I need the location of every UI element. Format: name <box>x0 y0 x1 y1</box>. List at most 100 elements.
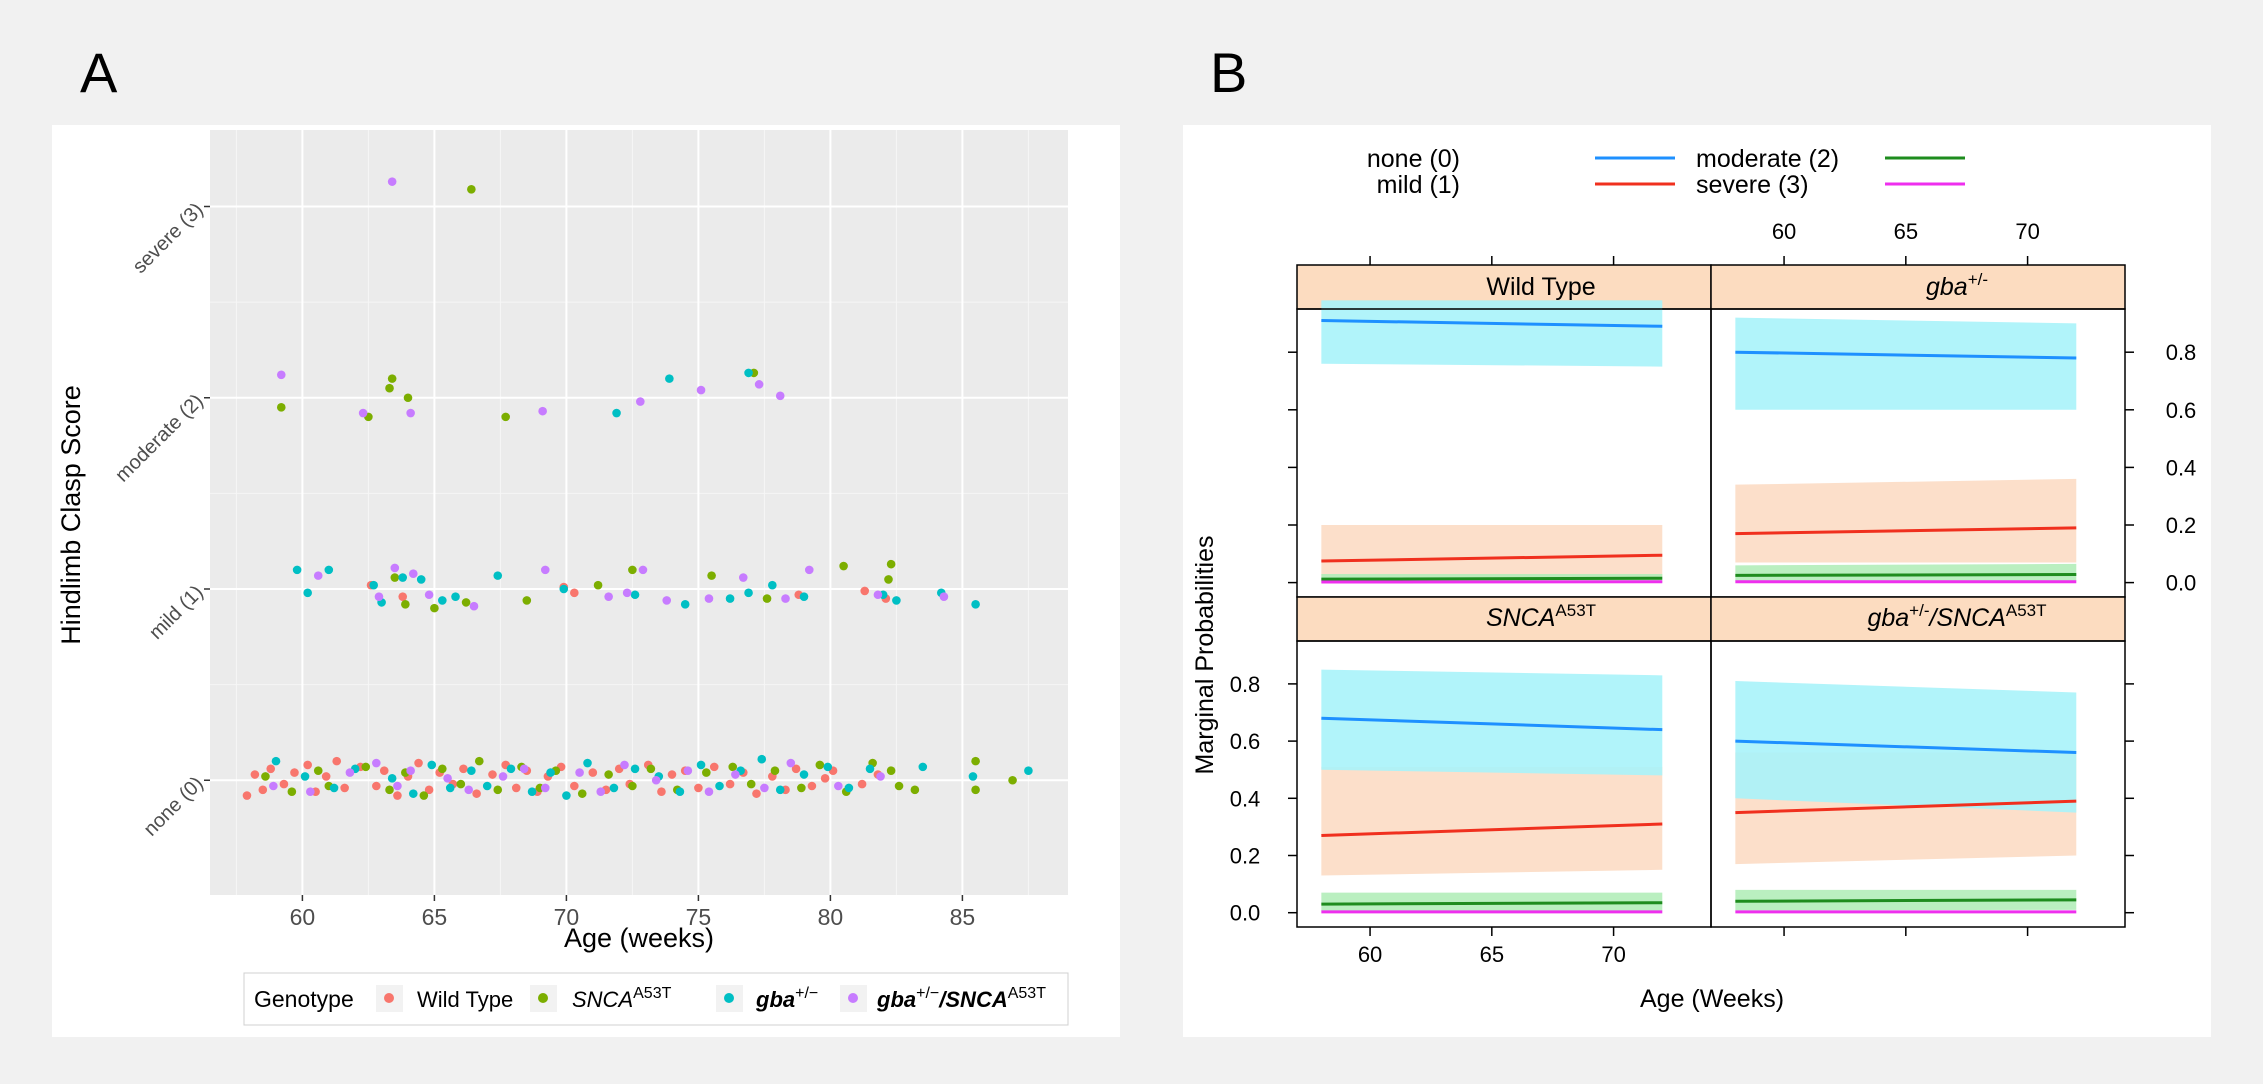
data-point-gba_snca <box>704 787 714 797</box>
data-point-wild_type <box>752 789 761 798</box>
data-point-gba_snca <box>620 760 629 770</box>
data-point-gba_snca <box>834 781 843 791</box>
data-point-snca <box>839 561 848 571</box>
data-point-gba_snca <box>786 758 796 768</box>
y-tick-label: none (0) <box>140 772 208 840</box>
legend-label-gbasnca-b: /SNCA <box>938 987 1007 1012</box>
data-point-gba_snca <box>873 590 883 600</box>
data-point-wild_type <box>570 588 579 598</box>
data-point-snca <box>390 573 400 582</box>
data-point-gba <box>329 783 339 793</box>
line-mild <box>1735 526 2077 536</box>
strip-title-gba: gba+/- <box>1926 270 1988 301</box>
data-point-gba <box>1024 766 1033 775</box>
y-tick-label: 0.0 <box>2166 571 2197 596</box>
data-point-gba <box>715 781 724 791</box>
data-point-gba <box>559 584 569 594</box>
data-point-snca <box>387 374 397 383</box>
data-point-gba <box>324 565 334 575</box>
data-point-snca <box>971 756 980 766</box>
legend: none (0) mild (1) moderate (2) severe (3… <box>1367 145 1965 199</box>
data-point-gba <box>482 781 492 791</box>
x-tick-label: 60 <box>1772 219 1796 244</box>
data-point-wild_type <box>657 787 666 797</box>
data-point-snca <box>313 766 323 775</box>
line-none <box>1321 319 1663 328</box>
data-point-snca <box>438 764 447 774</box>
x-tick-label: 70 <box>1601 942 1625 967</box>
legend: Genotype Wild Type SNCAA53T gba+/− gba+/… <box>243 972 1069 1026</box>
strip-title-gba-sup: +/- <box>1968 270 1988 289</box>
data-point-gba <box>292 565 302 575</box>
data-point-wild_type <box>588 768 598 777</box>
data-point-snca <box>707 571 716 580</box>
strip-gbasnca <box>1710 596 2126 642</box>
x-tick-label: 80 <box>818 904 844 930</box>
line-none <box>1321 716 1663 732</box>
y-tick-label: 0.8 <box>2166 340 2197 365</box>
data-point-gba_snca <box>662 596 672 605</box>
data-point-wild_type <box>725 779 735 789</box>
panel-label-b: B <box>1210 41 1248 104</box>
data-point-gba <box>493 571 503 580</box>
legend-dot-wild-type <box>384 993 394 1003</box>
data-point-gba_snca <box>683 766 693 775</box>
data-point-snca <box>702 768 711 777</box>
data-point-snca <box>474 756 484 766</box>
data-point-gba <box>844 783 854 793</box>
data-point-snca <box>728 762 738 772</box>
panel-a: 60 65 70 75 80 85 none (0) mild (1) moderate (2… <box>52 125 1120 1037</box>
data-point-gba_snca <box>374 592 384 601</box>
y-axis-title: Hindlimb Clasp Score <box>56 385 86 645</box>
data-point-gba_snca <box>306 787 315 797</box>
legend-label-gbasnca-a-sup: +/− <box>916 985 939 1002</box>
data-point-snca <box>762 594 772 603</box>
data-point-gba <box>744 588 753 598</box>
data-point-gba_snca <box>424 590 434 600</box>
data-point-gba_snca <box>638 565 648 575</box>
legend-label-none: none (0) <box>1367 145 1460 173</box>
data-point-gba_snca <box>345 768 355 777</box>
legend-label-gbasnca-b-sup: A53T <box>1008 985 1046 1002</box>
data-point-snca <box>577 789 587 798</box>
data-point-snca <box>430 603 439 613</box>
data-points <box>242 177 1033 800</box>
y-tick-label: 0.6 <box>1230 729 1261 754</box>
data-point-gba <box>744 368 753 378</box>
legend-label-mild: mild (1) <box>1377 171 1460 199</box>
gridlines <box>210 130 1068 895</box>
legend-label-gba-snca: gba+/−/SNCAA53T <box>876 985 1046 1012</box>
strip-title-wild-type: Wild Type <box>1486 273 1595 301</box>
data-point-snca <box>461 598 471 607</box>
y-tick-label: 0.8 <box>1230 672 1261 697</box>
data-point-wild_type <box>424 785 434 795</box>
legend-label-wild-type: Wild Type <box>417 987 513 1012</box>
legend-label-moderate: moderate (2) <box>1696 145 1839 173</box>
data-point-gba_snca <box>738 573 748 582</box>
data-point-wild_type <box>414 758 423 768</box>
axes: 60 65 70 60 65 70 0.0 0.0 0.2 0.2 0.4 0.4 0.6 0.6 0.8 0… <box>1230 219 2197 967</box>
data-point-gba_snca <box>538 406 547 416</box>
line-moderate <box>1735 898 2077 903</box>
data-point-wild_type <box>860 586 870 596</box>
x-axis: 60 65 70 75 80 85 <box>290 895 975 930</box>
data-point-snca <box>493 785 503 795</box>
data-point-wild_type <box>472 789 481 798</box>
data-point-wild_type <box>511 783 521 793</box>
legend-label-snca-sup: A53T <box>633 985 671 1002</box>
y-tick-label: 0.4 <box>2166 455 2197 480</box>
data-point-wild_type <box>372 781 381 791</box>
line-moderate <box>1321 576 1663 581</box>
data-point-gba_snca <box>636 397 645 406</box>
data-point-gba_snca <box>622 588 632 598</box>
data-point-gba_snca <box>269 781 278 791</box>
confidence-band-mild <box>1321 525 1663 577</box>
data-point-snca <box>628 565 637 575</box>
strip-title-snca: SNCAA53T <box>1486 601 1596 632</box>
data-point-snca <box>894 781 904 791</box>
data-point-gba <box>612 408 621 418</box>
data-point-gba_snca <box>393 781 402 791</box>
data-point-gba <box>675 787 685 797</box>
data-point-gba_snca <box>775 391 785 401</box>
data-point-gba_snca <box>540 565 550 575</box>
